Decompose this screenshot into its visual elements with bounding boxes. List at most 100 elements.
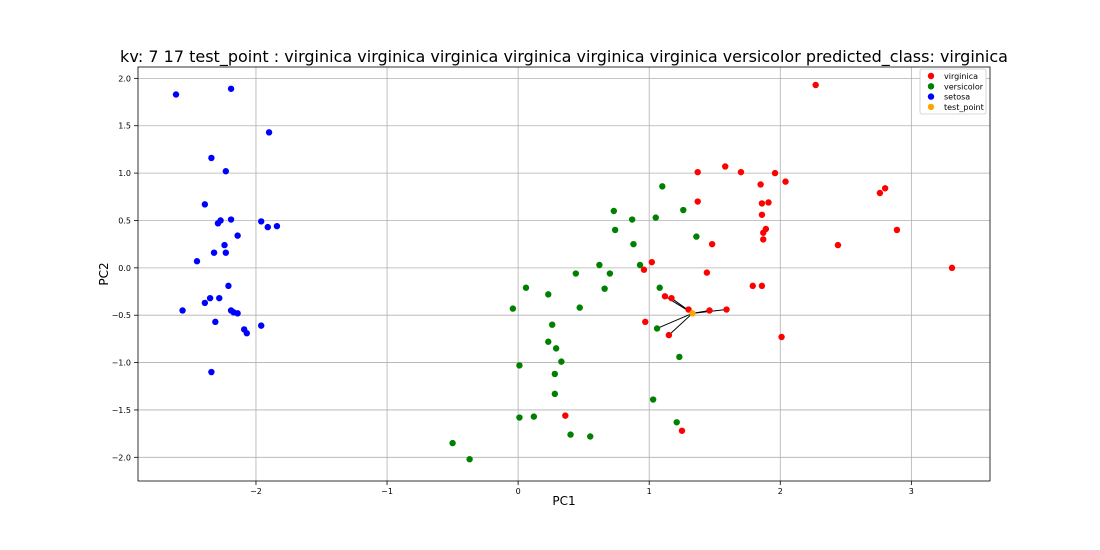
x-axis-ticks: −2 −1 0 1 2 3 — [250, 481, 914, 496]
setosa-point — [172, 91, 180, 98]
legend-marker — [927, 103, 935, 111]
versicolor-point — [652, 214, 659, 221]
versicolor-point — [449, 439, 456, 447]
setosa-point — [265, 129, 273, 136]
versicolor-point — [676, 353, 683, 361]
x-tick-label: 1 — [647, 487, 652, 496]
data-points — [172, 81, 956, 463]
x-axis-label: PC1 — [552, 494, 575, 508]
setosa-point — [234, 310, 241, 317]
legend-entry: setosa — [944, 93, 970, 102]
versicolor-point — [656, 284, 663, 291]
setosa-point — [273, 222, 281, 230]
virginica-point — [760, 236, 767, 243]
versicolor-point — [653, 325, 661, 332]
virginica-point — [812, 81, 819, 89]
virginica-point — [760, 229, 767, 236]
versicolor-point — [587, 433, 594, 440]
x-tick-label: −1 — [381, 487, 393, 496]
virginica-point — [749, 282, 756, 290]
setosa-point — [222, 168, 230, 175]
versicolor-point — [601, 285, 608, 292]
versicolor-point — [628, 216, 636, 223]
legend-entry: virginica — [944, 72, 978, 81]
legend-marker — [927, 93, 935, 100]
versicolor-point — [516, 414, 523, 421]
virginica-point — [562, 412, 569, 419]
setosa-point — [216, 294, 223, 302]
versicolor-point — [466, 456, 473, 463]
virginica-point — [706, 307, 713, 314]
setosa-point — [227, 85, 235, 92]
legend-marker — [927, 72, 935, 80]
chart-title: kv: 7 17 test_point : virginica virginic… — [120, 47, 1008, 67]
setosa-point — [225, 282, 232, 290]
legend-marker — [927, 83, 935, 90]
virginica-point — [668, 294, 675, 302]
virginica-point — [948, 264, 956, 272]
virginica-point — [703, 269, 711, 276]
virginica-point — [834, 241, 842, 249]
legend-entry: versicolor — [944, 82, 984, 91]
y-tick-label: 1.0 — [118, 169, 131, 178]
versicolor-point — [552, 345, 560, 352]
setosa-point — [208, 368, 215, 376]
legend-entry: test_point — [944, 103, 984, 112]
virginica-point — [661, 293, 669, 300]
versicolor-point — [636, 261, 644, 269]
versicolor-point — [611, 226, 619, 234]
virginica-point — [648, 258, 656, 266]
y-tick-label: 2.0 — [118, 74, 131, 83]
virginica-point — [640, 266, 648, 273]
versicolor-point — [610, 207, 618, 215]
virginica-point — [708, 240, 716, 248]
setosa-point — [201, 201, 209, 208]
setosa-point — [214, 220, 222, 227]
versicolor-point — [630, 240, 637, 248]
versicolor-point — [530, 413, 538, 420]
neighbor-line — [668, 312, 693, 336]
setosa-point — [201, 299, 209, 307]
virginica-point — [758, 200, 766, 207]
y-tick-label: −2.0 — [112, 453, 131, 462]
virginica-point — [723, 306, 730, 313]
virginica-point — [642, 318, 649, 326]
setosa-point — [258, 322, 265, 329]
virginica-point — [665, 331, 673, 339]
versicolor-point — [549, 321, 556, 328]
setosa-point — [193, 258, 201, 265]
legend-box — [919, 68, 987, 115]
setosa-point — [221, 241, 228, 249]
versicolor-point — [596, 261, 603, 269]
virginica-point — [771, 169, 779, 177]
setosa-point — [227, 216, 235, 223]
y-tick-label: 1.5 — [118, 122, 131, 131]
versicolor-point — [551, 390, 559, 398]
setosa-point — [264, 223, 271, 231]
y-tick-label: −1.5 — [112, 406, 131, 415]
virginica-point — [694, 168, 701, 176]
x-tick-label: 3 — [909, 487, 914, 496]
virginica-point — [694, 198, 701, 205]
setosa-point — [234, 232, 241, 239]
setosa-point — [222, 249, 230, 256]
setosa-point — [208, 154, 215, 162]
virginica-point — [757, 181, 764, 188]
virginica-point — [722, 163, 729, 170]
plot-frame — [137, 66, 991, 482]
versicolor-point — [659, 183, 666, 190]
y-tick-label: 0.5 — [118, 216, 131, 225]
versicolor-point — [545, 338, 552, 345]
versicolor-point — [516, 362, 523, 369]
versicolor-point — [576, 304, 583, 311]
virginica-point — [782, 178, 789, 185]
virginica-point — [678, 427, 686, 434]
y-tick-label: 0.0 — [118, 264, 131, 273]
versicolor-point — [522, 284, 530, 291]
versicolor-point — [693, 233, 700, 240]
setosa-point — [179, 307, 186, 314]
setosa-point — [243, 330, 250, 337]
test-point-point — [689, 310, 696, 317]
versicolor-point — [567, 431, 574, 438]
x-tick-label: 0 — [516, 487, 521, 496]
